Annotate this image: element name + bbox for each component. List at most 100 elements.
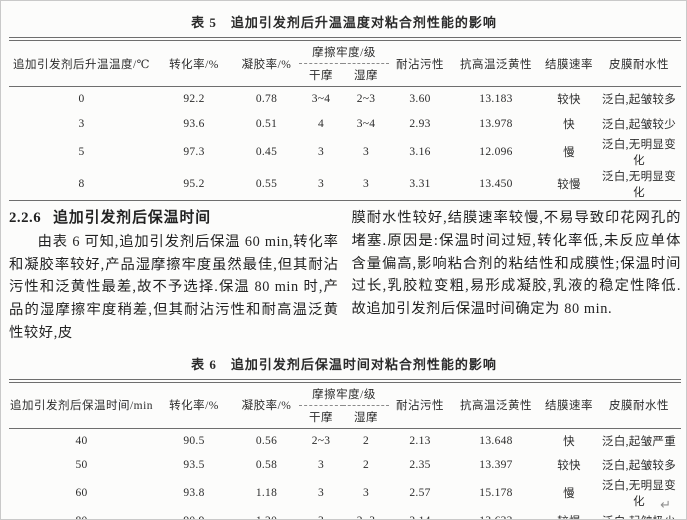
table-row: 50 93.5 0.58 3 2 2.35 13.397 较快 泛白,起皱较多: [9, 453, 681, 477]
table-cell: 0.45: [255, 146, 278, 158]
table-row: 3 93.6 0.51 4 3~4 2.93 13.978 快 泛白,起皱较少: [9, 112, 681, 137]
table-cell: 50: [75, 458, 88, 471]
table-cell: 15.178: [479, 486, 513, 499]
table-cell: 2: [362, 458, 370, 471]
table-cell: 95.2: [183, 178, 205, 190]
section-title: 追加引发剂后保温时间: [53, 210, 212, 226]
table-cell: 3: [299, 509, 343, 519]
table-cell: 13.648: [479, 434, 513, 447]
table-row: 0 92.2 0.78 3~4 2~3 3.60 13.183 较快 泛白,起皱较多: [9, 87, 681, 112]
table-cell: 3: [317, 178, 325, 190]
table-cell: 2.13: [409, 434, 431, 447]
text-column-right: 膜耐水性较好,结膜速率较慢,不易导致印花网孔的堵塞.原因是:保温时间过短,转化率…: [352, 207, 682, 345]
table5-header-variable: 追加引发剂后升温温度/℃: [9, 39, 154, 87]
table-cell: 40: [75, 434, 88, 447]
table-cell: 较快: [557, 94, 581, 107]
table-row: 60 93.8 1.18 3 3 2.57 15.178 慢 泛白,无明显变化: [9, 477, 681, 509]
table-cell: 3~4: [311, 93, 331, 106]
table-cell: 0.78: [255, 93, 278, 106]
table5-header-yellowing: 抗高温泛黄性: [451, 39, 542, 87]
table6-header-gel: 凝胶率/%: [234, 380, 299, 429]
table-cell: 慢: [563, 147, 575, 159]
table-cell: 3~4: [356, 117, 376, 130]
table-cell: 97.3: [183, 146, 205, 158]
table-cell: 3: [317, 458, 325, 471]
table-cell: 1.18: [255, 486, 278, 499]
table-row: 8090.91.2032~32.1413.633较慢泛白,起皱极少: [9, 509, 681, 519]
table-cell: 3: [78, 117, 85, 130]
table-cell: 泛白,无明显变化: [602, 479, 676, 508]
table-cell: 较慢: [541, 509, 597, 519]
table-cell: 泛白,起皱较多: [602, 94, 676, 107]
table6-header-wet-rub: 湿摩: [343, 405, 390, 429]
table-cell: 泛白,无明显变化: [602, 139, 676, 167]
table-cell: 泛白,起皱较少: [602, 118, 676, 131]
table6-header-stain: 耐沾污性: [389, 380, 452, 429]
table-cell: 3: [317, 146, 325, 158]
table-cell: 3: [362, 146, 370, 158]
table-cell: 1.20: [234, 509, 299, 519]
table-cell: 3: [317, 486, 325, 499]
table-cell: 60: [75, 486, 88, 499]
table-cell: 13.183: [479, 93, 513, 106]
table6: 追加引发剂后保温时间/min 转化率/% 凝胶率/% 摩擦牢度/级 耐沾污性 抗…: [9, 378, 682, 519]
table-cell: 13.633: [451, 509, 541, 519]
table-cell: 0.55: [255, 178, 278, 190]
table-cell: 2.93: [409, 117, 431, 130]
table-cell: 5: [78, 146, 85, 158]
table-cell: 92.2: [183, 93, 205, 106]
table-cell: 2.57: [409, 486, 431, 499]
paragraph-return-icon: ↵: [660, 498, 671, 513]
table-cell: 90.9: [154, 509, 234, 519]
table-cell: 3.60: [409, 93, 431, 106]
table-cell: 93.6: [183, 117, 205, 130]
section-heading: 2.2.6 追加引发剂后保温时间: [9, 207, 339, 230]
table-cell: 80: [9, 509, 154, 519]
table-cell: 2~3: [311, 434, 331, 447]
table-cell: 8: [78, 178, 85, 190]
table-cell: 13.978: [479, 117, 513, 130]
table5-header-conversion: 转化率/%: [154, 39, 234, 87]
table5-header-stain: 耐沾污性: [389, 39, 452, 87]
table-cell: 泛白,起皱较多: [602, 459, 676, 472]
table-cell: 泛白,起皱严重: [602, 435, 676, 448]
table5-header-water: 皮膜耐水性: [597, 39, 682, 87]
table6-header-friction-group: 摩擦牢度/级: [299, 380, 390, 406]
table-cell: 3.16: [409, 146, 431, 158]
table-cell: 0.58: [255, 458, 278, 471]
table-cell: 2~3: [356, 93, 376, 106]
table6-header-yellowing: 抗高温泛黄性: [451, 380, 542, 429]
section-2-2-6: 2.2.6 追加引发剂后保温时间 由表 6 可知,追加引发剂后保温 60 min,…: [9, 207, 681, 345]
table6-header-variable: 追加引发剂后保温时间/min: [9, 380, 154, 429]
table5-header-wet-rub: 湿摩: [343, 63, 390, 87]
table-cell: 泛白,无明显变化: [602, 171, 676, 199]
table-cell: 93.8: [183, 486, 205, 499]
table-cell: 13.450: [479, 178, 513, 190]
table-cell: 快: [563, 435, 575, 448]
body-paragraph-right: 膜耐水性较好,结膜速率较慢,不易导致印花网孔的堵塞.原因是:保温时间过短,转化率…: [351, 210, 681, 318]
table-row: 8 95.2 0.55 3 3 3.31 13.450 较慢 泛白,无明显变化: [9, 168, 681, 201]
table-cell: 2: [362, 434, 370, 447]
table5-header-dry-rub: 干摩: [299, 63, 343, 87]
table-cell: 2~3: [343, 509, 389, 519]
table6-caption: 表 6 追加引发剂后保温时间对粘合剂性能的影响: [191, 356, 497, 372]
table5-header-friction-group: 摩擦牢度/级: [299, 39, 390, 64]
table-cell: 0.51: [255, 117, 278, 130]
table5-header-gel: 凝胶率/%: [234, 39, 299, 87]
table-cell: 12.096: [479, 146, 513, 158]
section-number: 2.2.6: [9, 210, 42, 226]
table-cell: 4: [317, 117, 325, 130]
table-row: 5 97.3 0.45 3 3 3.16 12.096 慢 泛白,无明显变化: [9, 136, 681, 168]
table-cell: 0: [78, 93, 85, 106]
table-cell: 快: [563, 118, 575, 131]
table-cell: 3.31: [409, 178, 431, 190]
table-cell: 13.397: [479, 458, 513, 471]
table6-header-water: 皮膜耐水性: [597, 380, 682, 429]
table6-header-film-rate: 结膜速率: [541, 380, 598, 429]
table-cell: 93.5: [183, 458, 205, 471]
table-cell: 较慢: [557, 179, 581, 191]
table-row: 40 90.5 0.56 2~3 2 2.13 13.648 快 泛白,起皱严重: [9, 428, 681, 453]
table-cell: 3: [362, 486, 370, 499]
table-cell: 较快: [557, 459, 581, 472]
table-cell: 2.14: [389, 509, 451, 519]
